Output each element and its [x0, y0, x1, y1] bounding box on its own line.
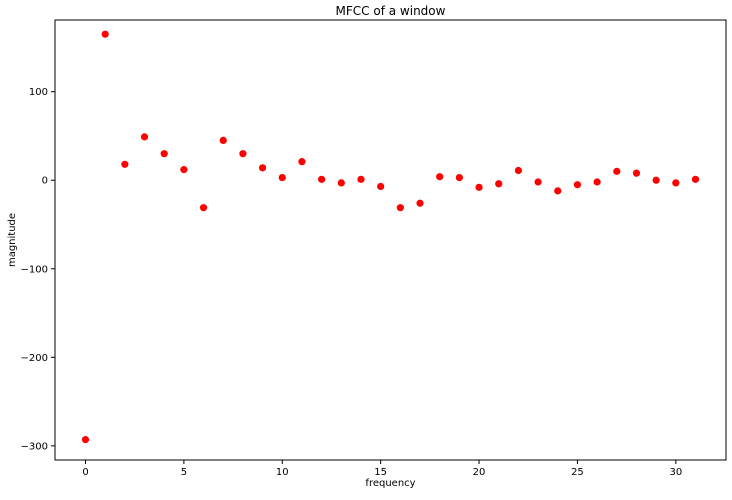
data-point — [357, 175, 365, 183]
y-tick-label: −100 — [21, 264, 48, 275]
data-point — [613, 167, 621, 175]
data-point — [101, 30, 109, 38]
data-point — [534, 178, 542, 186]
x-tick-label: 10 — [276, 467, 289, 478]
data-points — [81, 30, 700, 444]
y-tick-label: −300 — [21, 441, 48, 452]
data-point — [180, 166, 188, 174]
data-point — [121, 160, 129, 168]
data-point — [514, 166, 523, 175]
data-point — [495, 180, 503, 188]
x-tick-label: 25 — [571, 467, 584, 478]
data-point — [140, 133, 149, 141]
data-point — [652, 176, 660, 184]
y-axis: −300 −200 −100 0 100 — [21, 87, 55, 452]
data-point — [632, 169, 641, 177]
data-point — [278, 173, 286, 182]
x-tick-label: 20 — [473, 467, 486, 478]
data-point — [377, 182, 385, 191]
x-axis: 0 5 10 15 20 25 30 — [82, 460, 682, 478]
data-point — [396, 204, 404, 212]
x-axis-label: frequency — [365, 478, 415, 489]
data-point — [672, 179, 680, 187]
data-point — [258, 164, 267, 172]
x-tick-label: 15 — [374, 467, 387, 478]
x-tick-label: 30 — [669, 467, 682, 478]
chart-title: MFCC of a window — [336, 4, 446, 18]
data-point — [691, 175, 700, 183]
y-tick-label: 0 — [42, 176, 48, 187]
data-point — [160, 150, 168, 158]
data-point — [554, 187, 562, 195]
data-point — [337, 179, 345, 187]
y-tick-label: −200 — [21, 353, 48, 364]
data-point — [455, 173, 463, 182]
data-point — [81, 436, 90, 444]
y-tick-label: 100 — [29, 87, 48, 98]
plot-area — [54, 19, 727, 461]
x-tick-label: 5 — [181, 467, 187, 478]
data-point — [416, 199, 424, 207]
data-point — [593, 178, 601, 186]
data-point — [475, 183, 483, 191]
data-point — [199, 204, 208, 212]
y-axis-label: magnitude — [7, 213, 18, 267]
data-point — [298, 158, 306, 166]
data-point — [436, 173, 444, 181]
x-tick-label: 0 — [82, 467, 88, 478]
data-point — [219, 136, 227, 145]
data-point — [318, 175, 326, 183]
data-point — [239, 150, 247, 158]
data-point — [573, 181, 582, 189]
